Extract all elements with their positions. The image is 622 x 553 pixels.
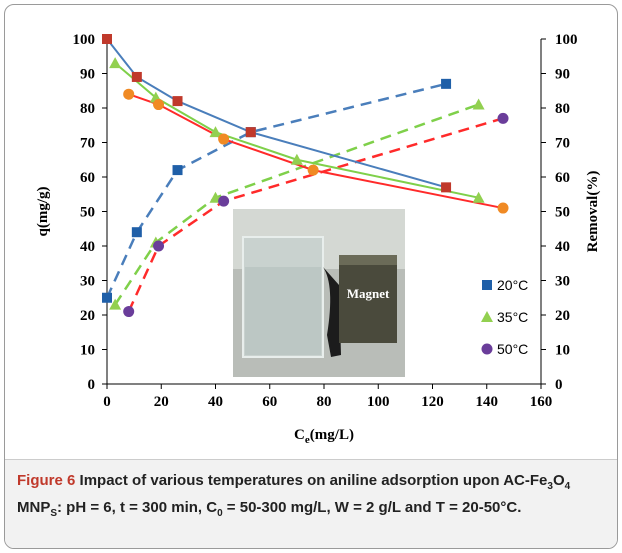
caption-subscript: 4 — [564, 481, 571, 492]
marker — [123, 306, 135, 318]
marker — [153, 240, 165, 252]
series-line — [114, 62, 479, 199]
marker — [472, 191, 485, 203]
y2-tick-label: 10 — [555, 343, 570, 359]
y2-tick-label: 50 — [555, 205, 570, 221]
y2-axis-label: Removal(%) — [585, 171, 601, 253]
y2-tick-label: 70 — [555, 136, 570, 152]
y2-tick-label: 90 — [555, 67, 570, 83]
series-line — [127, 117, 504, 313]
y-axis-label: q(mg/g) — [35, 187, 51, 237]
caption-text: : pH = 6, t = 300 min, C — [57, 499, 218, 516]
caption-subscript: S — [50, 508, 58, 519]
marker — [102, 34, 112, 44]
x-tick-label: 60 — [262, 394, 277, 410]
chart: Magnet 0 20 40 60 80 100 120 140 160010203040506… — [35, 32, 601, 446]
x-tick-label: 0 — [103, 394, 111, 410]
y-tick-label: 50 — [80, 205, 95, 221]
marker — [102, 292, 112, 303]
x-tick-label: 20 — [154, 394, 169, 410]
marker — [131, 71, 142, 82]
caption-text: O — [552, 472, 565, 489]
x-axis-label: Ce(mg/L) — [294, 427, 354, 446]
y2-tick-label: 60 — [555, 170, 570, 186]
figure: Magnet 0 20 40 60 80 100 120 140 160 0 10 20 30 40 50 6… — [4, 4, 618, 549]
y2-tick-label: 40 — [555, 239, 570, 255]
y-tick-label: 60 — [80, 170, 95, 186]
caption-text: = 50-300 mg/L, W = 2 g/L and T = 20-50°C… — [222, 499, 522, 516]
caption-subscript: 3 — [547, 481, 553, 492]
marker — [497, 202, 509, 214]
legend-marker — [481, 311, 493, 322]
caption-subscript: 0 — [217, 508, 223, 519]
marker — [209, 126, 222, 138]
y-tick-label: 100 — [73, 32, 96, 48]
legend-label: 35°C — [497, 309, 528, 325]
marker — [307, 164, 319, 176]
x-tick-label: 40 — [208, 394, 223, 410]
caption: Figure 6 Impact of various temperatures … — [5, 459, 617, 548]
y2-tick-label: 100 — [555, 32, 578, 48]
marker — [172, 165, 183, 176]
y-tick-label: 0 — [88, 377, 96, 393]
x-axis-label-part: e — [305, 434, 310, 446]
y-tick-label: 90 — [80, 67, 95, 83]
marker — [245, 127, 256, 138]
marker — [497, 112, 509, 124]
marker — [290, 153, 303, 165]
y-tick-label: 30 — [80, 274, 95, 290]
y-tick-label: 20 — [80, 308, 95, 324]
y2-tick-label: 20 — [555, 308, 570, 324]
x-tick-label: 100 — [367, 394, 390, 410]
y-tick-label: 80 — [80, 101, 95, 117]
marker — [109, 57, 122, 69]
y2-tick-label: 0 — [555, 377, 563, 393]
marker — [153, 99, 165, 111]
marker — [131, 227, 142, 238]
inset-photo: Magnet — [233, 209, 405, 377]
marker — [441, 78, 452, 89]
x-tick-label: 140 — [476, 394, 499, 410]
legend-marker — [481, 343, 493, 355]
inset-label: Magnet — [347, 286, 390, 301]
series-line — [106, 38, 447, 189]
x-axis-label-part: C — [294, 427, 305, 443]
x-axis-label-part: (mg/L) — [310, 427, 354, 443]
y2-tick-label: 30 — [555, 274, 570, 290]
marker — [109, 298, 122, 310]
x-tick-label: 80 — [317, 394, 332, 410]
caption-label: Figure 6 — [17, 472, 76, 489]
legend-marker — [482, 280, 492, 290]
x-tick-label: 160 — [530, 394, 553, 410]
marker — [218, 133, 230, 145]
marker — [472, 98, 485, 110]
marker — [123, 88, 135, 100]
legend-label: 50°C — [497, 341, 528, 357]
caption-text: Impact of various temperatures on anilin… — [75, 472, 548, 489]
series-line — [114, 103, 480, 306]
marker — [218, 195, 230, 207]
y2-tick-label: 80 — [555, 101, 570, 117]
y-tick-label: 40 — [80, 239, 95, 255]
legend-label: 20°C — [497, 277, 528, 293]
y-tick-label: 10 — [80, 343, 95, 359]
marker — [172, 96, 183, 107]
x-tick-label: 120 — [421, 394, 444, 410]
marker — [441, 182, 452, 193]
caption-text: MNP — [17, 499, 51, 516]
y-tick-label: 70 — [80, 136, 95, 152]
